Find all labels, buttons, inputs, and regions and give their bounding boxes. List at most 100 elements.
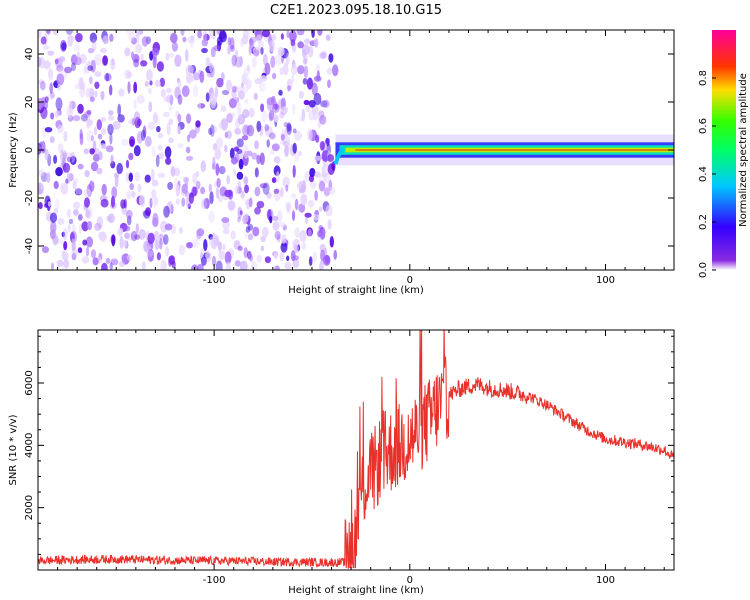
- noise-blob: [269, 215, 273, 224]
- noise-blob: [178, 244, 186, 256]
- noise-blob: [147, 121, 156, 131]
- noise-blob: [321, 50, 327, 59]
- noise-blob: [244, 125, 252, 134]
- noise-blob: [125, 209, 133, 219]
- noise-blob: [144, 174, 151, 183]
- noise-blob: [247, 233, 254, 241]
- noise-blob: [38, 56, 42, 67]
- noise-blob: [213, 234, 220, 247]
- noise-blob: [234, 260, 241, 267]
- noise-blob: [79, 133, 84, 146]
- noise-blob: [85, 209, 91, 219]
- noise-blob: [182, 36, 187, 43]
- noise-blob: [273, 188, 280, 194]
- noise-blob: [221, 217, 230, 223]
- noise-blob: [260, 103, 265, 112]
- noise-blob: [165, 87, 172, 94]
- noise-blob: [294, 227, 300, 239]
- colorbar-tick-label: 0.0: [698, 262, 709, 278]
- noise-blob: [163, 205, 170, 218]
- noise-blob: [109, 262, 113, 270]
- noise-blob: [309, 180, 317, 189]
- noise-blob: [52, 30, 59, 36]
- noise-blob: [101, 143, 107, 150]
- noise-blob: [236, 138, 244, 148]
- noise-blob: [154, 80, 161, 87]
- noise-blob: [129, 183, 134, 191]
- noise-blob: [68, 218, 74, 225]
- noise-blob: [123, 225, 131, 232]
- noise-blob: [276, 210, 283, 223]
- noise-blob: [243, 150, 249, 159]
- noise-blob: [181, 197, 186, 207]
- noise-blob: [287, 85, 291, 92]
- noise-blob: [226, 174, 230, 185]
- noise-blob: [100, 47, 107, 54]
- noise-blob: [234, 56, 243, 68]
- noise-blob: [38, 202, 43, 210]
- noise-blob: [137, 183, 142, 193]
- noise-blob: [101, 262, 108, 270]
- colorbar-tick-label: 0.2: [698, 214, 709, 230]
- noise-blob: [163, 96, 171, 102]
- noise-blob: [65, 30, 73, 35]
- noise-blob: [77, 163, 84, 170]
- noise-blob: [118, 88, 125, 97]
- noise-blob: [244, 184, 249, 194]
- noise-blob: [234, 127, 242, 135]
- noise-blob: [292, 128, 297, 134]
- noise-blob: [66, 156, 73, 163]
- noise-blob: [259, 152, 265, 166]
- noise-blob: [319, 52, 327, 60]
- noise-blob: [272, 221, 280, 231]
- noise-blob: [262, 30, 270, 38]
- noise-blob: [292, 164, 296, 178]
- noise-blob: [239, 260, 248, 270]
- noise-blob: [101, 183, 107, 196]
- noise-blob: [54, 110, 60, 118]
- noise-blob: [274, 54, 282, 66]
- noise-blob: [325, 137, 330, 145]
- noise-blob: [124, 69, 132, 80]
- noise-blob: [215, 163, 220, 176]
- noise-blob: [141, 36, 149, 47]
- noise-blob: [268, 132, 276, 140]
- noise-blob: [229, 147, 235, 160]
- noise-blob: [225, 261, 231, 270]
- noise-blob: [302, 49, 307, 59]
- noise-blob: [297, 65, 305, 75]
- noise-blob: [248, 197, 253, 208]
- noise-blob: [233, 93, 238, 100]
- noise-blob: [39, 80, 46, 91]
- noise-blob: [63, 67, 68, 80]
- noise-blob: [271, 177, 277, 184]
- noise-blob: [71, 62, 76, 72]
- noise-blob: [195, 120, 201, 128]
- spectrogram-marks: [38, 30, 674, 270]
- noise-blob: [154, 196, 159, 206]
- noise-blob: [253, 49, 260, 57]
- noise-blob: [313, 92, 322, 106]
- noise-blob: [50, 221, 57, 234]
- noise-blob: [135, 43, 143, 54]
- noise-blob: [180, 30, 185, 36]
- noise-blob: [201, 39, 208, 47]
- noise-blob: [89, 148, 95, 155]
- noise-blob: [210, 46, 216, 58]
- noise-blob: [107, 213, 115, 224]
- noise-blob: [273, 103, 279, 110]
- noise-blob: [303, 38, 311, 44]
- noise-blob: [94, 222, 102, 231]
- noise-blob: [220, 105, 227, 112]
- noise-blob: [38, 168, 45, 177]
- y-tick-label: -20: [24, 190, 35, 206]
- noise-blob: [109, 132, 113, 145]
- noise-blob: [270, 55, 276, 68]
- noise-blob: [246, 124, 255, 137]
- noise-blob: [53, 235, 58, 247]
- noise-blob: [277, 234, 281, 243]
- noise-blob: [262, 182, 270, 195]
- noise-blob: [55, 97, 63, 111]
- noise-blob: [303, 99, 310, 106]
- noise-blob: [77, 214, 83, 221]
